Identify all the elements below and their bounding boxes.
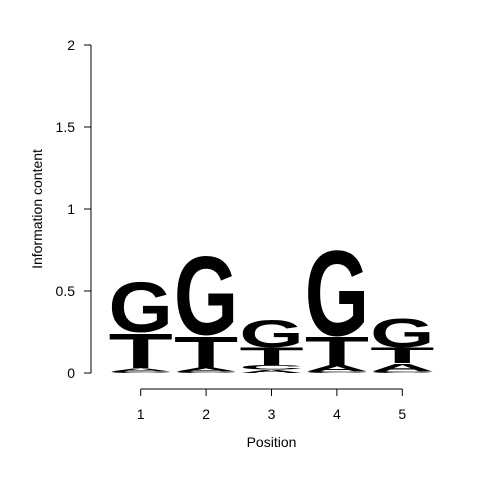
logo-letter-t-pos2: T — [174, 327, 238, 377]
y-axis: 0 0.5 1 1.5 2 — [56, 37, 92, 381]
logo-letter-c-pos5: C — [370, 371, 434, 373]
logo-letter-a-pos2: A — [174, 366, 238, 372]
logo-letter-c-pos1: C — [109, 371, 173, 373]
x-tick-label: 4 — [333, 406, 341, 422]
logo-letter-g-pos2: G — [174, 233, 238, 359]
logo-letter-a-pos5: A — [370, 361, 434, 374]
logo-letter-t-pos4: T — [305, 328, 369, 373]
y-tick-label: 0.5 — [56, 283, 76, 299]
logo-letter-c-pos2: C — [174, 371, 238, 373]
logo-letter-g-pos5: G — [370, 310, 434, 355]
x-tick-label: 1 — [137, 406, 145, 422]
x-tick-label: 5 — [398, 406, 406, 422]
logo-letter-t-pos5: T — [370, 343, 435, 368]
logo-letter-g-pos4: G — [305, 226, 369, 361]
y-tick-label: 1.5 — [56, 119, 76, 135]
y-axis-title: Information content — [29, 149, 45, 269]
y-tick-label: 0 — [67, 365, 75, 381]
logo-letter-c-pos3: C — [239, 364, 303, 371]
logo-letter-g-pos1: G — [109, 268, 173, 348]
y-tick-label: 2 — [67, 37, 75, 53]
logo-letter-t-pos3: T — [239, 343, 303, 370]
x-tick-label: 2 — [202, 406, 210, 422]
logo-letter-a-pos1: A — [109, 367, 173, 372]
x-axis-title: Position — [247, 434, 297, 450]
logo-letter-a-pos3: A — [239, 369, 303, 374]
logo-letter-a-pos4: A — [305, 363, 369, 373]
logo-letter-c-pos4: C — [305, 371, 369, 373]
x-tick-label: 3 — [268, 406, 276, 422]
logo-letter-t-pos1: T — [109, 324, 173, 379]
y-tick-label: 1 — [67, 201, 75, 217]
logo-letter-g-pos3: G — [239, 311, 303, 355]
x-axis: 1 2 3 4 5 — [137, 388, 406, 422]
